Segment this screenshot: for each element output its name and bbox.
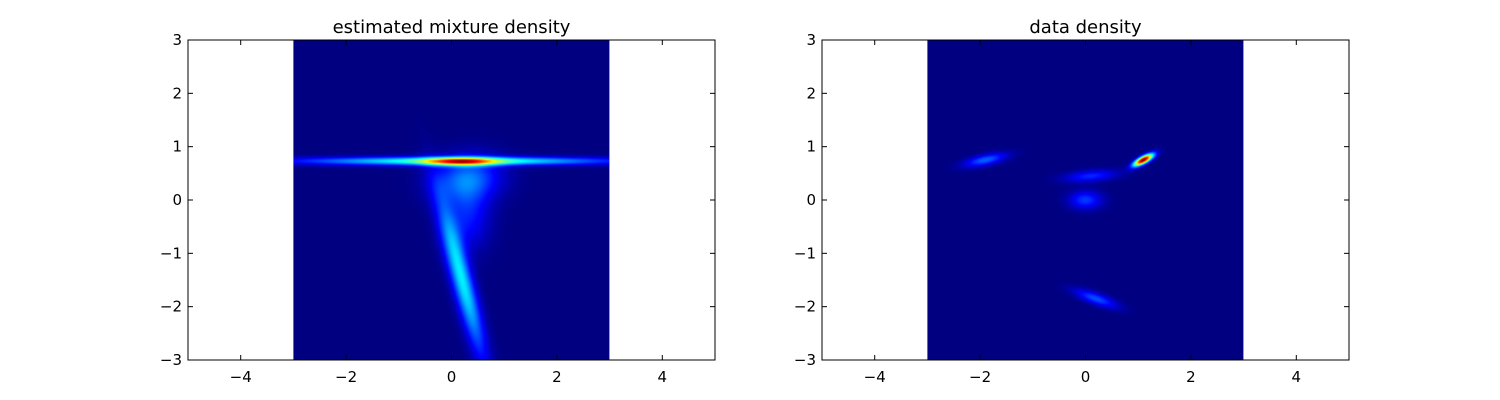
- left-heatmap: [293, 40, 610, 360]
- right-ticks: −4 −2 0 2 4 −3 −2 −1 0 1 2 3: [794, 31, 1349, 386]
- left-xtick-label: 2: [552, 368, 562, 386]
- subplot-left: estimated mixture density −4 −2 0 2 4 −3 −2 −1 0…: [160, 17, 716, 386]
- right-xtick-label: 0: [1081, 368, 1091, 386]
- left-ytick-label: 3: [172, 31, 182, 49]
- left-xtick-label: 4: [658, 368, 668, 386]
- right-heatmap: [927, 40, 1244, 360]
- left-ytick-label: −2: [160, 298, 182, 316]
- right-xtick-label: −4: [864, 368, 886, 386]
- right-ytick-label: 2: [806, 84, 816, 102]
- left-ytick-label: 1: [172, 138, 182, 156]
- left-ytick-label: −1: [160, 244, 182, 262]
- left-xtick-label: 0: [447, 368, 457, 386]
- right-chart-title: data density: [1029, 17, 1142, 38]
- right-ytick-label: −1: [794, 244, 816, 262]
- right-xtick-label: 2: [1186, 368, 1196, 386]
- left-heatmap-image: [293, 40, 610, 360]
- right-ytick-label: 0: [806, 191, 816, 209]
- right-heatmap-image: [927, 40, 1244, 360]
- left-ticks: −4 −2 0 2 4 −3 −2 −1 0 1 2 3: [160, 31, 715, 386]
- left-xtick-label: −4: [230, 368, 252, 386]
- right-ytick-label: 1: [806, 138, 816, 156]
- left-ytick-label: 2: [172, 84, 182, 102]
- right-ytick-label: 3: [806, 31, 816, 49]
- right-ytick-label: −3: [794, 351, 816, 369]
- left-xtick-label: −2: [335, 368, 357, 386]
- left-chart-title: estimated mixture density: [333, 17, 571, 38]
- left-ytick-label: 0: [172, 191, 182, 209]
- left-ytick-label: −3: [160, 351, 182, 369]
- right-xtick-label: −2: [969, 368, 991, 386]
- right-xtick-label: 4: [1292, 368, 1302, 386]
- subplot-right: data density −4 −2 0 2 4 −3 −2 −1 0 1 2 3: [794, 17, 1350, 386]
- right-ytick-label: −2: [794, 298, 816, 316]
